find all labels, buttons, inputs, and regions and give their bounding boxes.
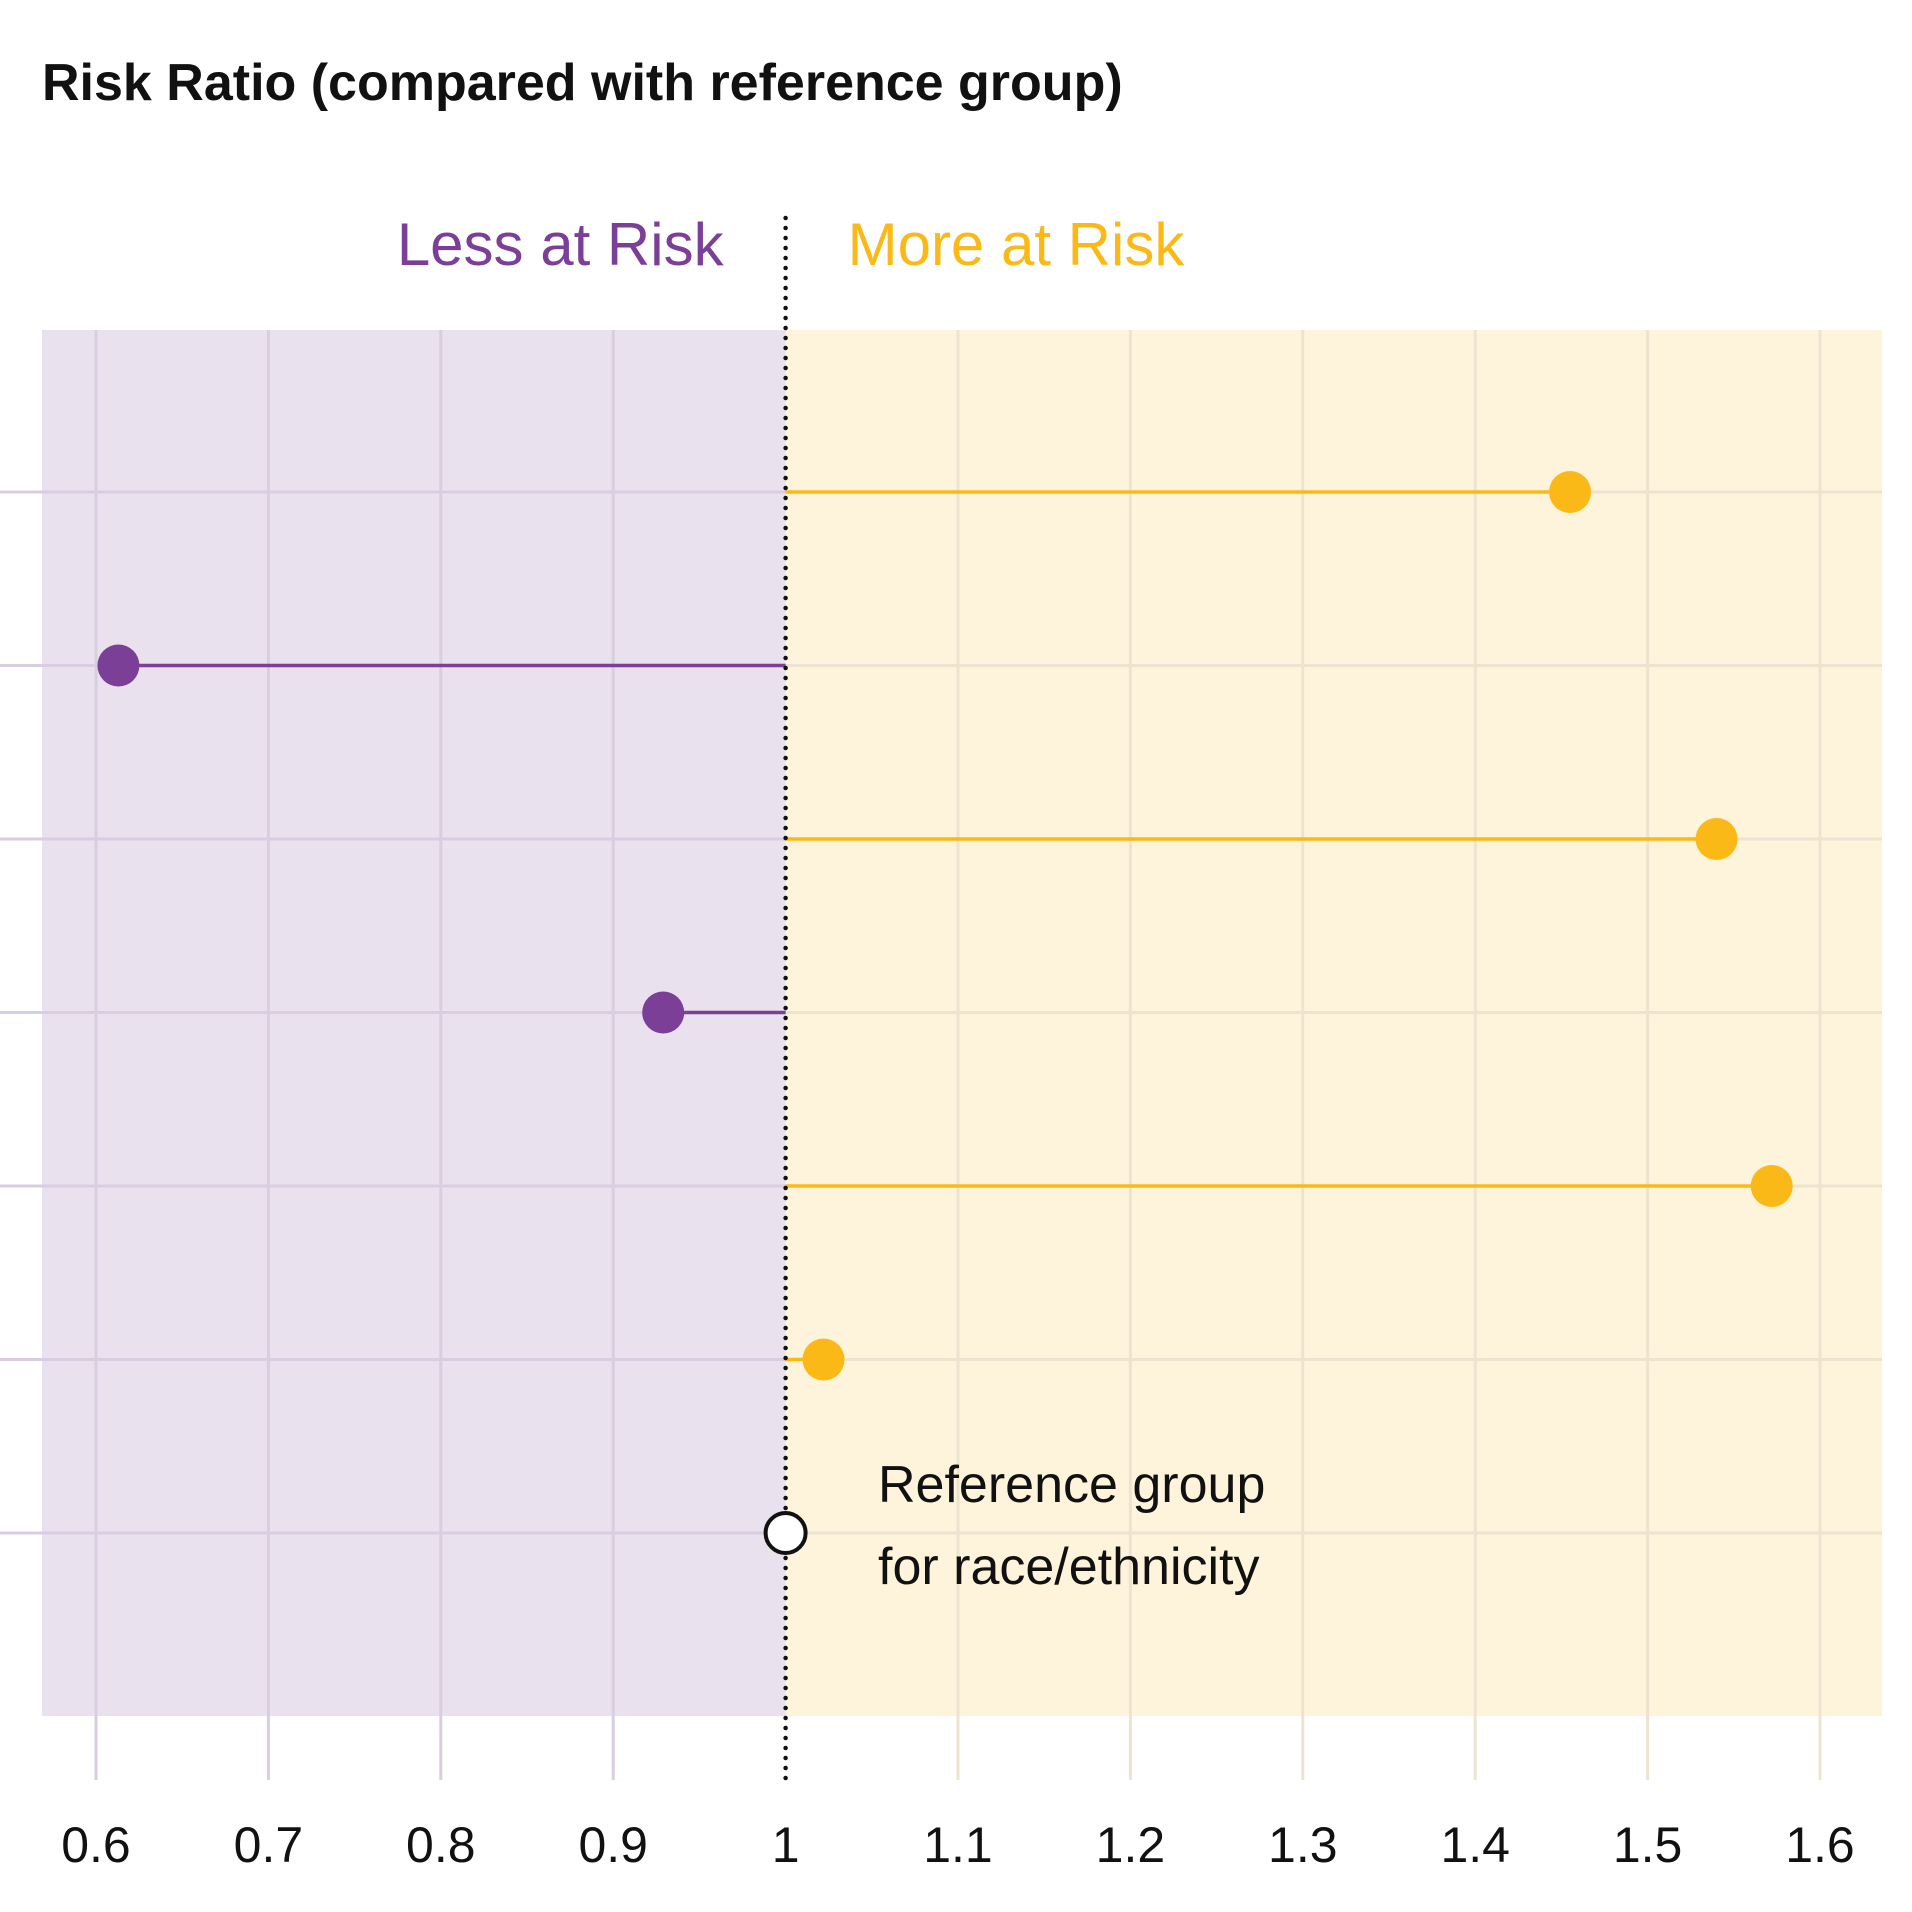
x-tick-label: 1.1 [923,1817,993,1873]
less-at-risk-label: Less at Risk [397,211,725,278]
x-tick-label: 1.3 [1268,1817,1338,1873]
reference-annotation-line-2: for race/ethnicity [878,1538,1260,1596]
x-tick-label: 0.8 [406,1817,476,1873]
data-point [642,991,685,1034]
x-axis-tick-labels: 0.6 0.7 0.8 0.9 1 1.1 1.2 1.3 1.4 1.5 1.6 [61,1817,1855,1873]
x-tick-label: 1 [772,1817,800,1873]
more-at-risk-label: More at Risk [848,211,1186,278]
data-point [97,644,140,687]
chart-title: Risk Ratio (compared with reference grou… [42,54,1123,112]
x-tick-label: 1.4 [1440,1817,1510,1873]
data-point [1750,1165,1793,1207]
x-tick-label: 1.5 [1613,1817,1683,1873]
x-tick-label: 0.9 [578,1817,648,1873]
x-tick-label: 1.2 [1096,1817,1166,1873]
lollipop-stems [118,490,1772,1362]
x-tick-label: 0.6 [61,1817,131,1873]
data-point [1695,818,1738,860]
data-point [802,1338,845,1381]
more-at-risk-background [785,330,1882,1716]
reference-point [763,1511,808,1555]
x-tick-label: 1.6 [1785,1817,1855,1873]
data-point [1549,471,1592,513]
data-points [97,471,1793,1555]
x-tick-label: 0.7 [234,1817,304,1873]
reference-annotation-line-1: Reference group [878,1456,1265,1514]
